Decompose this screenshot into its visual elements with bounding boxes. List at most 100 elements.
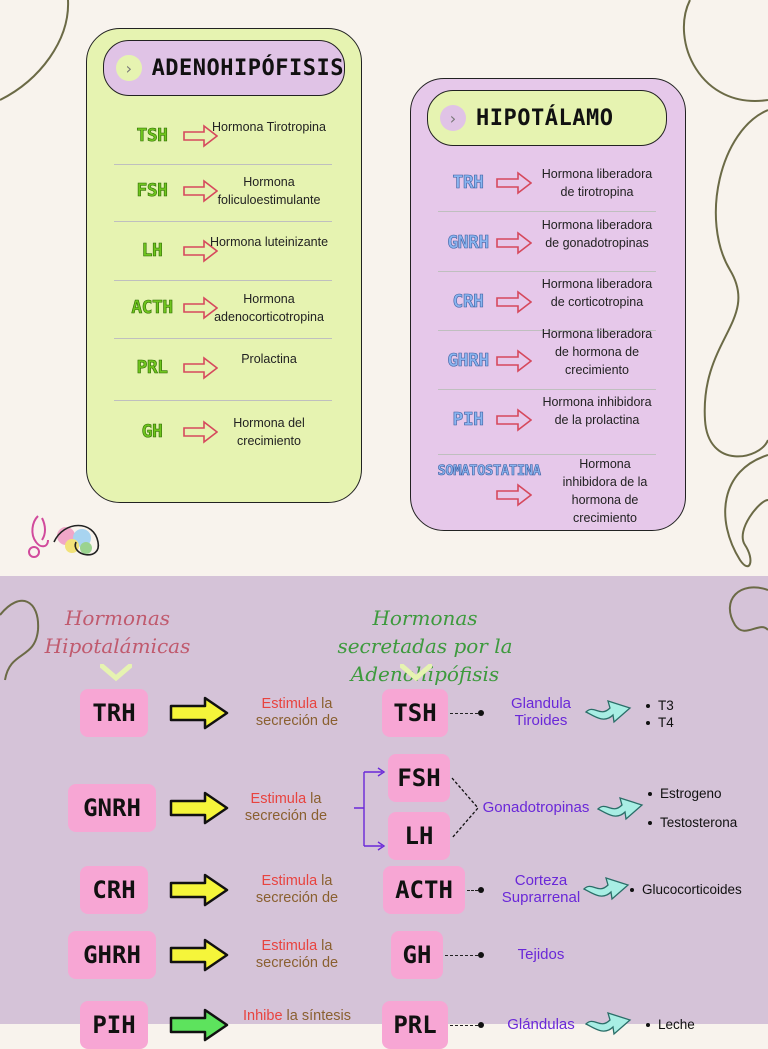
hypo-hormone-box: PIH [80,1001,148,1049]
curved-arrow-icon [596,797,644,821]
bullet-dot [630,888,634,892]
hypo-hormone-box: GNRH [68,784,156,832]
result-item: Estrogeno [660,786,722,801]
hormone-desc: Hormona liberadora de tirotropina [541,167,653,199]
target-organ: Tejidos [517,946,565,963]
hormone-abbr: GNRH [447,232,489,254]
stimulus-text: Estimula la secreción de [243,873,351,907]
bullet-dot [646,704,650,708]
arrow-right-icon [496,408,532,432]
stimulus-verb: Estimula [261,696,318,712]
row-divider [438,270,656,272]
arrow-right-icon [169,791,229,825]
arrow-right-icon [496,171,532,195]
adeno-hormone-box: TSH [382,689,448,737]
hipotalamo-title-pill: › HIPOTÁLAMO [427,90,667,146]
result-item: T3 [658,698,674,713]
hormone-desc: Hormona liberadora de corticotropina [541,277,653,309]
decorative-curves [0,0,768,681]
stimulus-text: Estimula la secreción de [243,696,351,730]
dashed-connector [445,955,478,956]
stimulus-text: Estimula la secreción de [232,791,340,825]
heading-hormonas-hipotalamicas: Hormonas Hipotalámicas [44,606,191,658]
bracket-connector [354,767,479,851]
connector-dot [478,1022,484,1028]
row-divider [438,329,656,331]
hormone-abbr: SOMATOSTATINA [437,463,541,480]
row-divider [438,453,656,455]
target-organ: Glandula Tiroides [510,695,572,729]
arrow-right-icon [183,356,218,380]
stimulus-rest: la secreción de [255,873,339,906]
target-organ: Corteza Suprarrenal [501,872,581,906]
hormone-abbr: GH [141,421,163,443]
row-divider [114,400,332,401]
logo-stethoscope-icon [28,515,99,558]
adenohipofisis-title-pill: › ADENOHIPÓFISIS [103,40,345,96]
hormone-abbr: TRH [452,172,484,194]
arrow-right-icon [169,696,229,730]
stimulus-text: Estimula la secreción de [243,938,351,972]
chevron-right-icon: › [440,105,466,131]
arrow-right-icon [169,938,229,972]
hormone-desc: Hormona liberadora de hormona de crecimi… [541,327,653,377]
hypo-hormone-box: GHRH [68,931,156,979]
target-organ: Glándulas [507,1016,575,1033]
hormone-desc: Hormona liberadora de gonadotropinas [541,218,653,250]
row-divider [438,211,656,212]
adeno-hormone-box: ACTH [383,866,465,914]
hormone-abbr: CRH [452,291,484,313]
heading-hormonas-adenohipofisis: Hormonas secretadas por la Adenohipófisi… [337,606,513,686]
target-organ: Gonadotropinas [482,799,590,816]
arrow-right-icon [183,179,218,203]
hormone-desc: Prolactina [241,352,297,366]
hipotalamo-card [410,78,686,531]
chevron-down-icon [400,664,432,682]
hormone-abbr: FSH [136,180,168,202]
arrow-right-icon [169,1008,229,1042]
row-divider [114,163,332,165]
connector-dot [478,887,484,893]
bullet-dot [648,821,652,825]
stimulus-rest: la secreción de [255,938,339,971]
hypo-hormone-box: CRH [80,866,148,914]
arrow-right-icon [183,420,218,444]
stimulus-verb: Estimula [261,938,318,954]
hipotalamo-title: HIPOTÁLAMO [476,105,614,131]
curved-arrow-icon [584,700,632,724]
adenohipofisis-title: ADENOHIPÓFISIS [151,55,344,81]
arrow-right-icon [496,231,532,255]
stimulus-rest: la síntesis [282,1008,352,1024]
row-divider [114,279,332,281]
row-divider [114,338,332,339]
hormone-abbr: GHRH [447,350,489,372]
chevron-right-icon: › [116,55,142,81]
dashed-connector [450,1025,478,1026]
hypo-hormone-box: TRH [80,689,148,737]
hormone-abbr: LH [141,240,163,262]
hormone-desc: Hormona inhibidora de la prolactina [542,395,652,427]
hormone-desc: Hormona Tirotropina [212,120,326,134]
result-item: Glucocorticoides [642,882,742,897]
arrow-right-icon [496,290,532,314]
stimulus-rest: la secreción de [244,791,328,824]
hormone-abbr: ACTH [131,297,173,319]
result-item: Leche [658,1017,695,1032]
hormone-desc: Hormona adenocorticotropina [214,292,324,324]
stimulus-verb: Estimula [261,873,318,889]
arrow-right-icon [183,124,218,148]
arrow-right-icon [496,349,532,373]
dashed-connector [450,713,478,714]
result-item: T4 [658,715,674,730]
hormone-abbr: PRL [136,357,168,379]
stimulus-verb: Estimula [250,791,307,807]
hormone-abbr: PIH [452,409,484,431]
chevron-down-icon [100,664,132,682]
stimulus-verb: Inhibe [243,1008,283,1024]
arrow-right-icon [183,296,218,320]
arrow-right-icon [169,873,229,907]
adeno-hormone-box: FSH [388,754,450,802]
hormone-desc: Hormona luteinizante [209,235,329,249]
arrow-right-icon [183,239,218,263]
dashed-connector [467,890,478,891]
